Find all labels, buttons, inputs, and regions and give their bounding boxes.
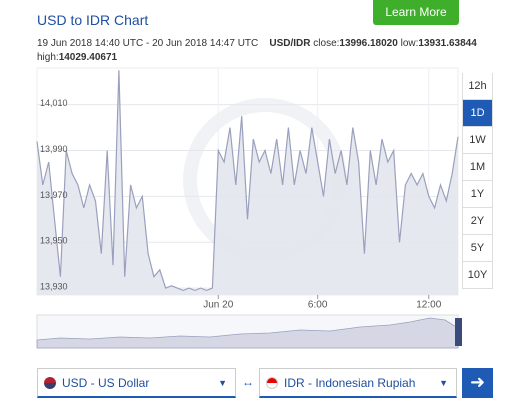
- y-tick-label: 13,970: [40, 190, 68, 200]
- x-tick-label: Jun 20: [203, 300, 233, 311]
- range-buttons: 12h 1D 1W 1M 1Y 2Y 5Y 10Y: [462, 73, 493, 289]
- range-button[interactable]: 1Y: [462, 181, 493, 208]
- from-currency: USD - US Dollar: [62, 376, 150, 390]
- high-label: high:: [37, 52, 59, 63]
- swap-icon[interactable]: ↔: [242, 375, 254, 389]
- x-tick-label: 6:00: [308, 300, 328, 311]
- convert-button[interactable]: ➜: [462, 368, 493, 398]
- learn-more-button[interactable]: Learn More: [373, 0, 459, 25]
- pair: USD/IDR: [269, 38, 311, 49]
- x-tick-label: 12:00: [416, 300, 441, 311]
- us-flag: [44, 377, 56, 389]
- high: 14029.40671: [58, 52, 118, 63]
- info-line: 19 Jun 2018 14:40 UTC - 20 Jun 2018 14:4…: [37, 38, 477, 49]
- range-button[interactable]: 2Y: [462, 208, 493, 235]
- to-select[interactable]: IDR - Indonesian Rupiah ▼: [259, 368, 457, 398]
- close: 13996.18020: [339, 38, 398, 49]
- from-select[interactable]: USD - US Dollar ▼: [37, 368, 236, 398]
- area: [37, 70, 458, 295]
- period: 19 Jun 2018 14:40 UTC - 20 Jun 2018 14:4…: [37, 38, 259, 49]
- y-tick-label: 13,950: [40, 236, 68, 246]
- range-button[interactable]: 10Y: [462, 262, 493, 289]
- title: USD to IDR Chart: [37, 12, 149, 28]
- line: [36, 70, 459, 292]
- y-tick-label: 14,010: [40, 98, 68, 108]
- y-tick-label: 13,930: [40, 281, 68, 291]
- range-button[interactable]: 1W: [462, 127, 493, 154]
- y-tick-label: 13,990: [40, 144, 68, 154]
- low-label: low:: [400, 38, 419, 49]
- low: 13931.63844: [418, 38, 477, 49]
- chart: Jun 20 6:00 12:00 13,930 13,950 13,970 13,990 1…: [36, 67, 462, 349]
- dropdown-caret: ▼: [218, 378, 227, 388]
- range-button[interactable]: 1D: [462, 100, 493, 127]
- navigator-handle[interactable]: [455, 318, 462, 346]
- range-button[interactable]: 5Y: [462, 235, 493, 262]
- close-label: close:: [313, 38, 340, 49]
- range-button[interactable]: 12h: [462, 73, 493, 100]
- range-button[interactable]: 1M: [462, 154, 493, 181]
- id-flag: [266, 377, 278, 389]
- to-currency: IDR - Indonesian Rupiah: [284, 376, 416, 390]
- dropdown-caret: ▼: [439, 378, 448, 388]
- info-line-2: high:14029.40671: [37, 52, 117, 63]
